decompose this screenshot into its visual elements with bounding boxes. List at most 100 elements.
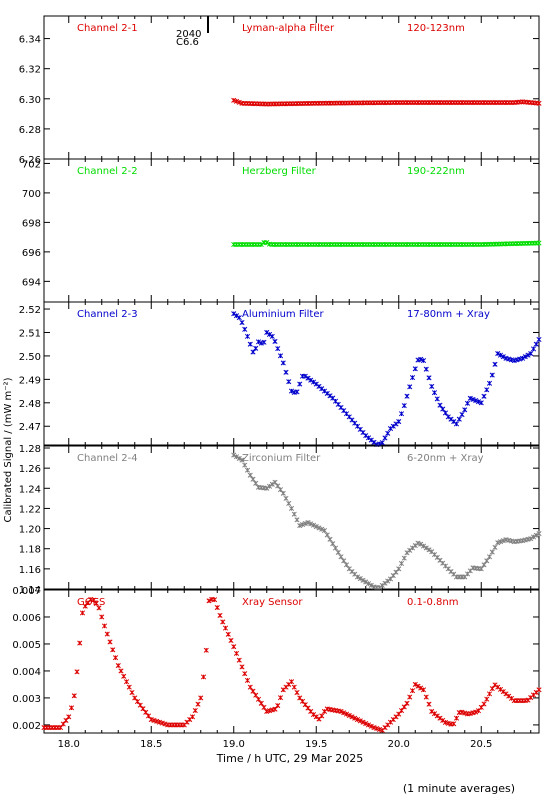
data-point [288,679,295,685]
panel-channel-label: Channel 2-4 [77,453,138,464]
data-point [233,313,240,319]
y-tick-label: 2.51 [19,328,41,339]
data-point [277,487,284,493]
data-point [104,631,110,637]
y-tick-label: 700 [22,189,41,200]
data-point [231,311,237,317]
data-point [525,352,531,358]
data-point [475,399,482,405]
data-point [236,99,242,105]
data-point [343,562,350,568]
data-point [192,707,198,714]
data-point [225,631,231,637]
data-point [57,725,64,731]
y-tick-label: 0.007 [12,586,41,597]
data-point [308,377,314,383]
data-point [519,355,526,361]
x-tick-label: 20.0 [388,739,410,750]
panel-channel-label: GOES [77,597,105,608]
data-point [250,476,256,482]
data-point [354,574,361,580]
event-marker-time: 2040 [176,29,201,40]
data-point [269,481,275,487]
data-point [66,714,72,720]
y-tick-label: 6.32 [19,65,41,76]
data-point [371,725,377,731]
data-point [357,576,363,582]
data-point [522,354,528,360]
data-point [484,558,490,564]
data-point [239,457,245,463]
y-tick-label: 0.005 [12,640,41,651]
data-point [294,517,300,523]
data-point [231,452,237,458]
data-point [533,532,539,538]
data-point [442,410,449,416]
data-point [481,701,487,707]
data-point [297,523,303,529]
data-point [426,547,432,553]
data-point [464,400,471,406]
data-point [269,333,275,339]
y-tick-label: 1.22 [19,504,41,515]
data-point [495,351,501,357]
data-point [74,669,80,675]
data-point [453,715,460,721]
data-point [462,710,468,716]
y-tick-label: 2.52 [19,305,41,316]
data-point [143,709,149,715]
data-point [266,331,273,337]
y-tick-label: 1.26 [19,464,41,475]
y-tick-label: 702 [22,159,41,170]
data-point [401,555,407,561]
data-point [360,719,366,725]
data-point [60,721,66,727]
data-point [530,534,537,540]
panel-2: 702 700 698 696 694 Channel 2-2 Herzberg Filte… [22,158,542,303]
data-point [305,519,311,526]
data-point [156,719,163,725]
data-point [481,393,487,399]
data-point [451,721,457,727]
data-point [310,522,317,528]
data-point [492,544,498,550]
data-point [453,421,460,427]
y-tick-label: 694 [22,277,41,288]
data-point [145,713,152,719]
data-point [407,384,413,390]
data-point [107,639,113,645]
data-point [96,605,102,611]
data-point [288,388,295,394]
data-point [484,387,490,393]
data-point [288,505,295,511]
data-point [365,581,372,587]
data-point [341,710,347,716]
data-point [398,560,405,567]
data-point [126,684,132,690]
data-point [467,395,473,401]
data-point [396,711,402,717]
data-point [305,375,311,381]
panel-stack: 6.34 6.32 6.30 6.28 6.26 Channel 2-1 Lyman-alp… [12,15,542,750]
data-point [385,430,391,436]
data-point [247,472,253,478]
data-point [236,455,242,461]
data-point [418,541,424,547]
data-point [376,726,383,732]
data-point [299,521,306,528]
data-point [396,419,402,425]
data-point [291,511,297,517]
data-point [341,558,347,564]
data-point [275,483,281,489]
data-point [412,681,418,687]
data-point [409,375,416,381]
data-point [473,709,479,715]
data-point [239,319,245,326]
data-point [231,97,237,103]
data-point [379,440,385,446]
data-point [412,366,418,372]
data-point [500,354,506,360]
data-series [231,97,542,107]
data-point [440,717,446,723]
data-point [530,346,537,352]
